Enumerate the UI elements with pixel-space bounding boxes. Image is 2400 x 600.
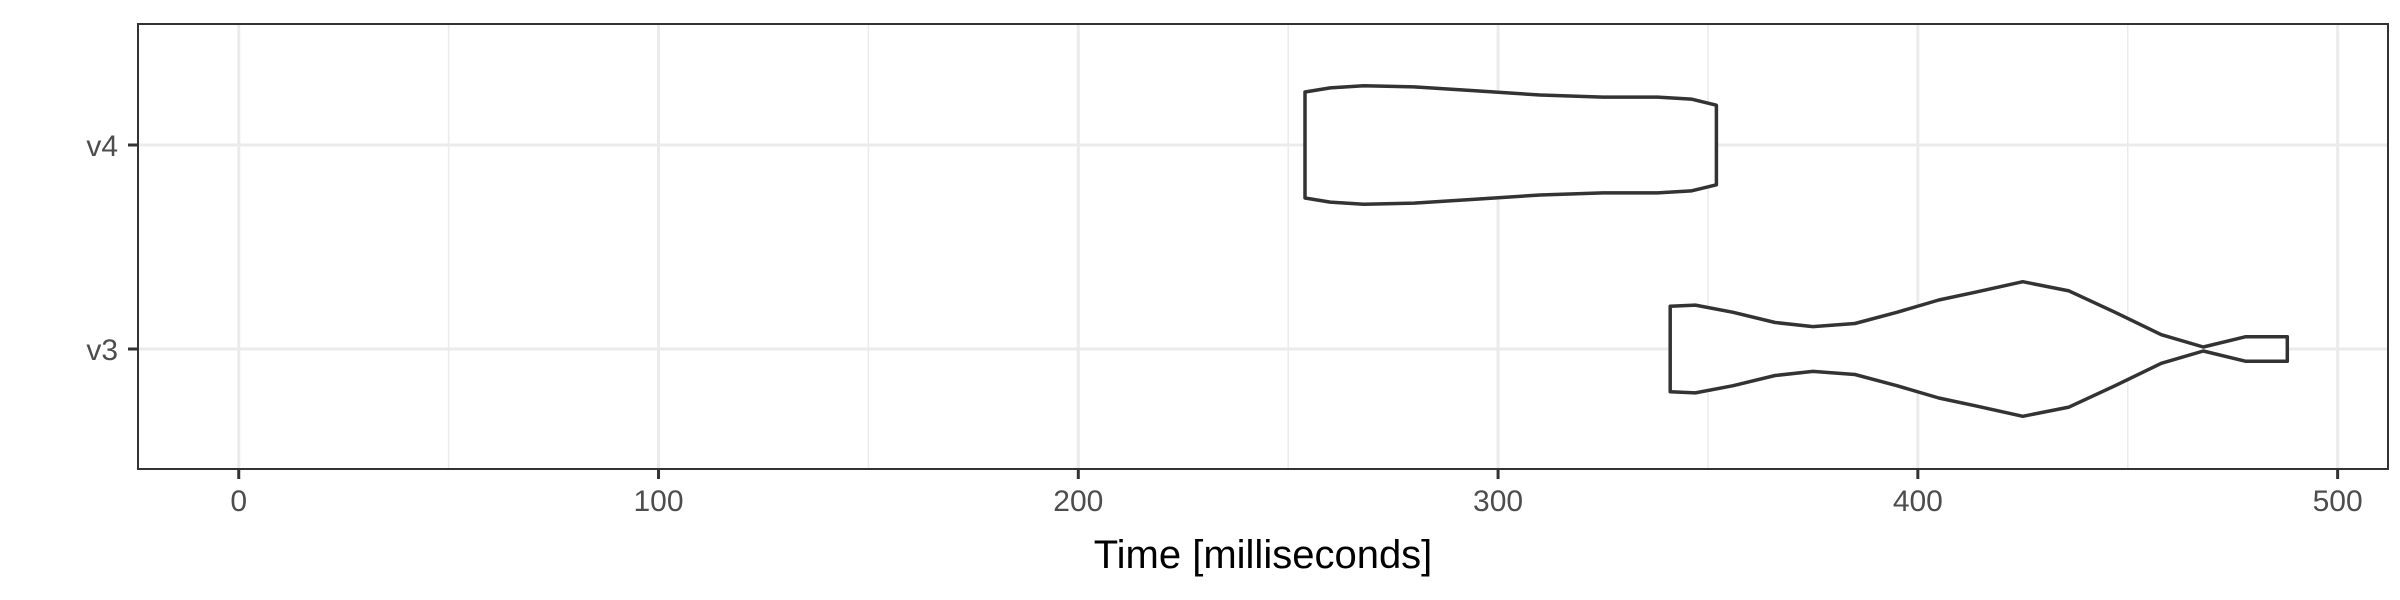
x-tick-label: 0 <box>230 485 247 518</box>
violin-v3 <box>1668 279 2290 419</box>
x-tick-label: 200 <box>1053 485 1103 518</box>
x-tick-label: 400 <box>1893 485 1943 518</box>
x-tick-label: 300 <box>1473 485 1523 518</box>
x-axis-title: Time [milliseconds] <box>1094 533 1433 577</box>
x-tick-label: 500 <box>2313 485 2363 518</box>
y-tick-label-v3: v3 <box>86 334 118 367</box>
x-tick-label: 100 <box>633 485 683 518</box>
axes: 0 100 200 300 400 500 v3 v4 <box>86 130 2362 518</box>
violin-plots <box>1303 84 2290 419</box>
panel-border <box>137 23 2389 470</box>
y-tick-label-v4: v4 <box>86 130 118 163</box>
violin-v4 <box>1303 84 1719 206</box>
